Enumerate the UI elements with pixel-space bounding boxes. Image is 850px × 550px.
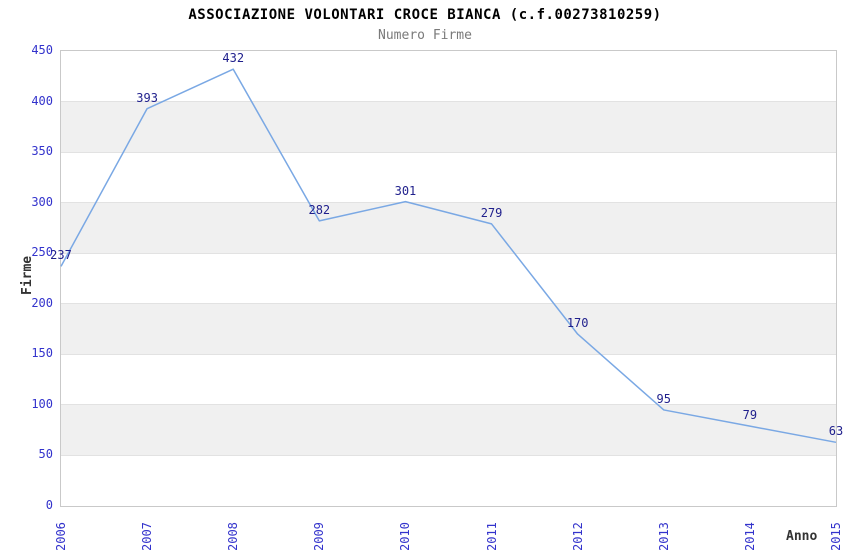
data-point-label: 237 <box>50 248 72 263</box>
data-point-label: 63 <box>828 424 844 439</box>
y-tick-label: 300 <box>31 194 53 209</box>
y-tick-label: 100 <box>31 396 53 411</box>
y-tick-label: 350 <box>31 144 53 159</box>
x-tick-label: 2006 <box>54 522 68 550</box>
plot-band <box>61 202 836 254</box>
x-tick-label: 2012 <box>570 522 585 550</box>
series-line <box>60 68 837 444</box>
x-tick-label: 2015 <box>829 522 843 550</box>
gridline <box>61 404 836 406</box>
y-tick-label: 200 <box>31 295 53 310</box>
gridline <box>61 454 836 456</box>
data-point-label: 282 <box>308 202 331 217</box>
plot-area: 0 50 100 150 200 250 300 350 400 450 2006 2007 2008 2… <box>31 43 843 550</box>
chart-title: ASSOCIAZIONE VOLONTARI CROCE BIANCA (c.f… <box>188 7 662 23</box>
x-tick-label: 2013 <box>656 522 671 550</box>
gridline <box>61 202 836 204</box>
x-tick-label: 2011 <box>484 522 499 550</box>
x-axis-title: Anno <box>786 529 818 544</box>
x-tick-label: 2007 <box>140 522 155 550</box>
plot-band <box>61 101 836 153</box>
gridline <box>61 303 836 305</box>
data-point-label: 393 <box>136 90 158 105</box>
y-tick-label: 250 <box>31 245 53 260</box>
y-tick-label: 150 <box>31 346 53 361</box>
plot-band <box>61 303 836 355</box>
data-point-label: 279 <box>480 205 503 220</box>
gridline <box>61 353 836 355</box>
x-tick-label: 2014 <box>742 522 757 550</box>
x-tick-label: 2010 <box>398 522 413 550</box>
data-point-label: 95 <box>656 391 671 406</box>
plot-band <box>61 404 836 456</box>
y-tick-label: 450 <box>31 43 53 57</box>
x-tick-label: 2009 <box>312 522 327 550</box>
chart-subtitle: Numero Firme <box>378 28 472 43</box>
data-point-label: 301 <box>394 183 417 198</box>
y-tick-label: 50 <box>38 447 53 462</box>
gridline <box>61 101 836 103</box>
data-point-label: 432 <box>222 51 245 66</box>
gridline <box>61 151 836 153</box>
y-axis-title: Firme <box>20 255 35 295</box>
y-tick-label: 400 <box>31 93 53 108</box>
data-point-label: 170 <box>566 316 589 331</box>
gridline <box>61 252 836 254</box>
x-tick-label: 2008 <box>226 522 241 550</box>
y-tick-label: 0 <box>45 498 53 512</box>
data-point-label: 79 <box>742 408 758 423</box>
